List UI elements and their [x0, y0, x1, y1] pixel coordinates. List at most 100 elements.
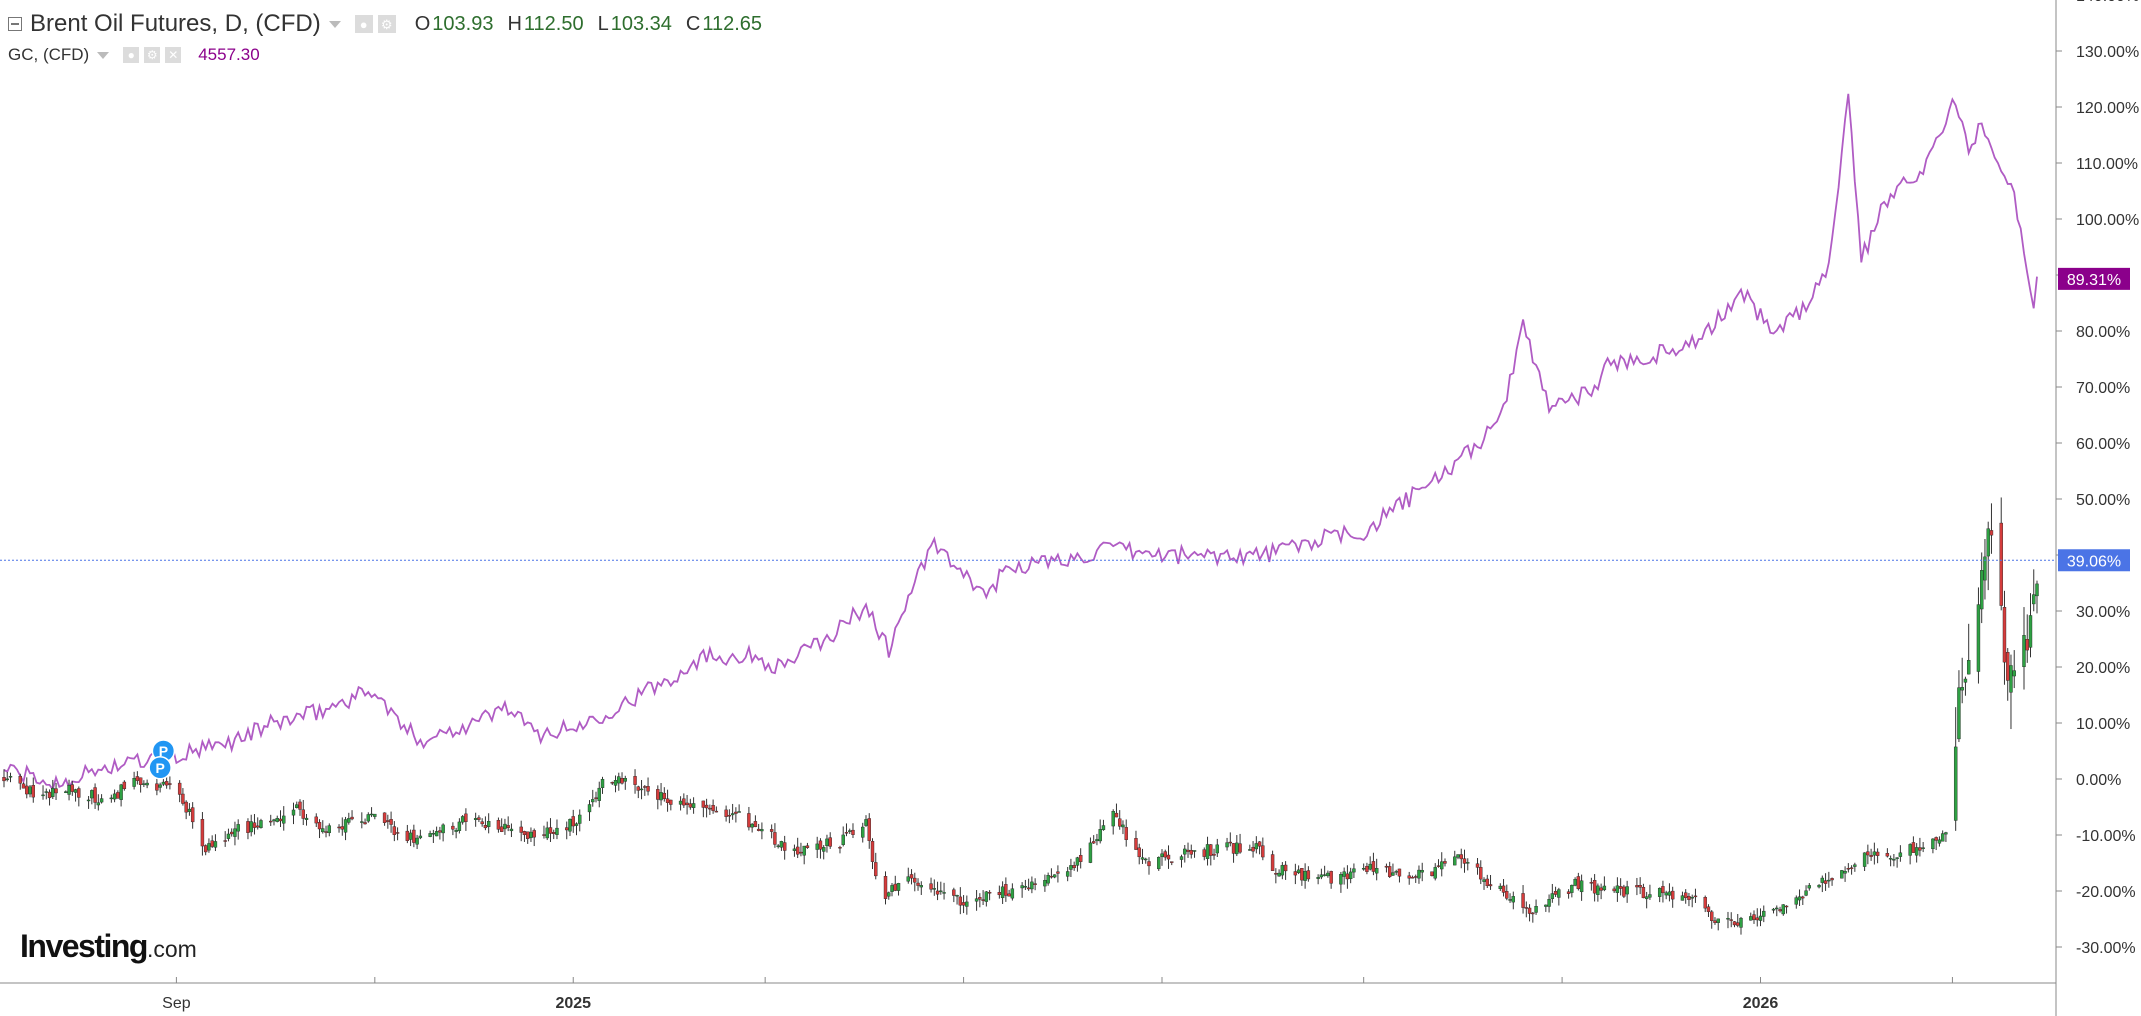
- candle-body: [1830, 878, 1834, 881]
- collapse-icon[interactable]: [8, 17, 22, 31]
- close-icon[interactable]: ✕: [165, 47, 182, 63]
- candle-body: [1693, 895, 1698, 898]
- candle-body: [200, 819, 205, 847]
- candle-body: [1365, 865, 1369, 872]
- candle-body: [571, 816, 575, 827]
- candle-body: [1345, 873, 1350, 880]
- candle-body: [1374, 868, 1379, 874]
- candle-body: [704, 804, 709, 809]
- eye-icon[interactable]: ●: [123, 47, 140, 63]
- candle-body: [337, 826, 341, 829]
- candle-body: [678, 800, 683, 805]
- candle-body: [1713, 920, 1717, 923]
- candle-body: [552, 832, 556, 834]
- x-axis: Sep 2025 2026: [0, 977, 2056, 1012]
- candle-body: [1602, 885, 1607, 891]
- y-axis-label: 20.00%: [2076, 660, 2130, 677]
- candle-body: [1710, 911, 1714, 921]
- candle-body: [2002, 607, 2007, 663]
- candle-body: [1716, 918, 1720, 923]
- candle-body: [1921, 847, 1925, 849]
- candle-body: [1137, 847, 1141, 858]
- candle-body: [1960, 687, 1964, 691]
- compare-series-title[interactable]: GC, (CFD): [8, 45, 90, 64]
- candle-body: [1043, 879, 1047, 887]
- candle-body: [1963, 678, 1968, 683]
- caret-down-icon[interactable]: [328, 20, 341, 28]
- y-axis-label: 80.00%: [2076, 324, 2130, 341]
- candle-body: [952, 889, 956, 896]
- candle-body: [70, 784, 75, 792]
- gear-icon[interactable]: ⚙: [144, 47, 161, 63]
- main-series-title[interactable]: Brent Oil Futures, D, (CFD): [30, 10, 321, 37]
- candle-body: [249, 821, 253, 833]
- candle-body: [506, 825, 510, 828]
- candle-body: [1274, 873, 1278, 875]
- ohlc-low: L 103.34: [597, 12, 672, 35]
- candle-body: [1417, 869, 1421, 879]
- candle-body: [799, 851, 803, 854]
- candle-body: [405, 830, 410, 841]
- candle-body: [438, 830, 442, 833]
- y-axis: 140.00%130.00%120.00%110.00%100.00%90.00…: [2055, 0, 2139, 1016]
- candle-body: [112, 793, 117, 800]
- candle-body: [1635, 885, 1639, 888]
- candle-body: [301, 809, 305, 819]
- candle-body: [1703, 897, 1707, 909]
- gold-series-line: [3, 93, 2038, 792]
- candle-body: [158, 784, 162, 788]
- candle-body: [600, 778, 605, 788]
- candle-body: [656, 789, 660, 800]
- candle-body: [1885, 853, 1890, 857]
- candle-body: [769, 829, 774, 832]
- y-axis-label: 0.00%: [2076, 772, 2121, 789]
- caret-down-icon[interactable]: [97, 51, 110, 59]
- candle-body: [1498, 885, 1502, 889]
- candle-body: [1205, 844, 1210, 859]
- candle-body: [1849, 867, 1854, 869]
- candle-body: [1394, 871, 1398, 873]
- candle-body: [21, 783, 26, 789]
- candle-body: [1410, 876, 1415, 879]
- candle-body: [724, 809, 728, 817]
- candle-body: [919, 885, 923, 888]
- candle-body: [1771, 908, 1776, 911]
- candle-body: [883, 876, 888, 899]
- candle-body: [691, 803, 696, 808]
- candle-body: [1433, 867, 1437, 879]
- candle-body: [1726, 918, 1730, 920]
- candle-body: [213, 841, 218, 848]
- candle-body: [2, 777, 6, 782]
- candle-body: [51, 788, 55, 797]
- main-series-legend: Brent Oil Futures, D, (CFD) ● ⚙ O 103.93 …: [8, 6, 762, 42]
- candle-body: [1479, 866, 1483, 880]
- candle-body: [1670, 890, 1675, 900]
- candle-body: [639, 788, 644, 791]
- candle-body: [25, 785, 29, 795]
- candle-body: [1166, 854, 1171, 860]
- candle-body: [574, 823, 579, 826]
- candle-body: [408, 832, 413, 840]
- eye-icon[interactable]: ●: [354, 15, 373, 33]
- candle-body: [116, 792, 120, 799]
- candle-body: [369, 813, 374, 816]
- candle-body: [184, 801, 188, 813]
- candle-body: [932, 888, 937, 890]
- candle-body: [1004, 884, 1008, 896]
- candle-body: [236, 824, 240, 832]
- candle-body: [617, 776, 621, 784]
- candle-body: [1888, 858, 1893, 860]
- candle-body: [1134, 838, 1138, 850]
- candle-body: [1980, 570, 1984, 610]
- candle-body: [887, 892, 891, 897]
- candle-body: [737, 811, 741, 813]
- compare-series-value: 4557.30: [198, 45, 260, 64]
- gear-icon[interactable]: ⚙: [377, 15, 396, 33]
- event-marker[interactable]: [148, 756, 172, 780]
- candle-body: [1579, 880, 1584, 893]
- candle-body: [665, 798, 670, 803]
- candle-body: [594, 797, 598, 799]
- candle-body: [226, 833, 231, 839]
- candle-body: [597, 787, 601, 801]
